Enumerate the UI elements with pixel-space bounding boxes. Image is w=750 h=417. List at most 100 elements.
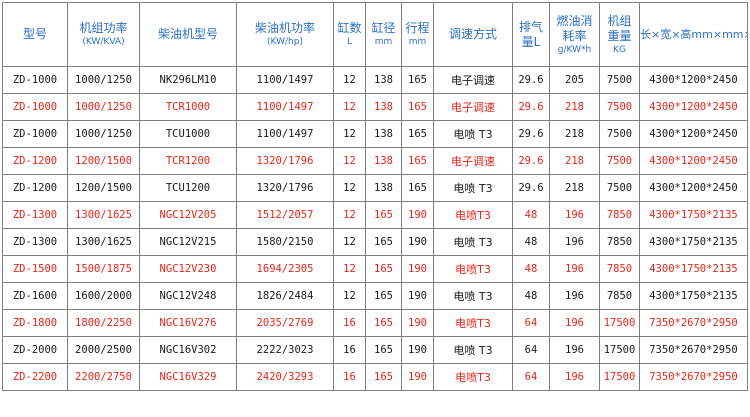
cell-model: ZD-1500 (2, 255, 68, 283)
cell-engine-power: 1580/2150 (236, 228, 334, 256)
cell-engine-model: NGC16V302 (139, 336, 237, 364)
cell-dimensions: 4300*1750*2135 (639, 282, 748, 310)
cell-cylinders: 12 (333, 201, 366, 229)
cell-stroke: 190 (401, 309, 434, 337)
cell-engine-power: 1694/2305 (236, 255, 334, 283)
header-engine-power-unit: (KW/hp) (267, 37, 303, 47)
table-row: ZD-1600 1600/2000 NGC12V248 1826/2484 12 165 1… (2, 282, 748, 310)
cell-dimensions: 4300*1750*2135 (639, 255, 748, 283)
cell-bore: 165 (365, 309, 402, 337)
cell-stroke: 165 (401, 66, 434, 94)
cell-model: ZD-2200 (2, 363, 68, 391)
cell-fuel-consumption: 196 (549, 336, 600, 364)
cell-bore: 138 (365, 120, 402, 148)
cell-unit-power: 1500/1875 (67, 255, 140, 283)
cell-displacement: 64 (512, 363, 550, 391)
cell-displacement: 29.6 (512, 120, 550, 148)
cell-stroke: 165 (401, 93, 434, 121)
cell-bore: 165 (365, 336, 402, 364)
cell-governor: 电喷 T3 (433, 120, 513, 148)
cell-engine-power: 2035/2769 (236, 309, 334, 337)
cell-bore: 138 (365, 93, 402, 121)
cell-governor: 电喷T3 (433, 309, 513, 337)
cell-displacement: 48 (512, 228, 550, 256)
cell-engine-model: TCR1000 (139, 93, 237, 121)
cell-stroke: 190 (401, 201, 434, 229)
cell-governor: 电喷T3 (433, 201, 513, 229)
cell-unit-power: 1200/1500 (67, 174, 140, 202)
cell-weight: 7500 (599, 147, 640, 175)
cell-model: ZD-1600 (2, 282, 68, 310)
cell-unit-power: 1600/2000 (67, 282, 140, 310)
cell-cylinders: 12 (333, 66, 366, 94)
cell-engine-power: 2420/3293 (236, 363, 334, 391)
cell-engine-model: NGC12V230 (139, 255, 237, 283)
header-engine-power: 柴油机功率 (KW/hp) (236, 2, 334, 67)
header-displacement-label: 排气 量L (518, 19, 543, 49)
cell-dimensions: 7350*2670*2950 (639, 336, 748, 364)
table-row: ZD-1500 1500/1875 NGC12V230 1694/2305 12 165 1… (2, 255, 748, 283)
cell-stroke: 165 (401, 147, 434, 175)
cell-cylinders: 12 (333, 93, 366, 121)
cell-model: ZD-1200 (2, 174, 68, 202)
cell-weight: 7850 (599, 282, 640, 310)
cell-engine-model: NK296LM10 (139, 66, 237, 94)
header-bore: 缸径 mm (365, 2, 402, 67)
cell-dimensions: 4300*1200*2450 (639, 120, 748, 148)
cell-model: ZD-1800 (2, 309, 68, 337)
cell-engine-power: 1826/2484 (236, 282, 334, 310)
cell-unit-power: 1000/1250 (67, 93, 140, 121)
cell-cylinders: 12 (333, 282, 366, 310)
spec-table: 型号 机组功率 (KW/KVA) 柴油机型号 柴油机功率 (KW/hp) 缸数 L 缸径 mm 行程… (2, 2, 748, 391)
cell-stroke: 190 (401, 363, 434, 391)
cell-engine-model: NGC12V248 (139, 282, 237, 310)
table-row: ZD-1300 1300/1625 NGC12V215 1580/2150 12 165 1… (2, 228, 748, 256)
cell-weight: 7850 (599, 255, 640, 283)
header-fuel-consumption: 燃油消 耗率 g/KW*h (549, 2, 600, 67)
table-row: ZD-1800 1800/2250 NGC16V276 2035/2769 16 165 1… (2, 309, 748, 337)
cell-displacement: 29.6 (512, 147, 550, 175)
header-engine-model-label: 柴油机型号 (157, 27, 218, 41)
cell-model: ZD-1300 (2, 201, 68, 229)
cell-engine-model: NGC16V329 (139, 363, 237, 391)
cell-bore: 165 (365, 363, 402, 391)
cell-cylinders: 12 (333, 174, 366, 202)
cell-stroke: 190 (401, 228, 434, 256)
cell-weight: 7500 (599, 120, 640, 148)
cell-fuel-consumption: 218 (549, 174, 600, 202)
cell-weight: 7500 (599, 174, 640, 202)
header-stroke: 行程 mm (401, 2, 434, 67)
cell-fuel-consumption: 196 (549, 255, 600, 283)
header-model: 型号 (2, 2, 68, 67)
header-fuel-consumption-unit: g/KW*h (557, 44, 592, 55)
cell-governor: 电喷 T3 (433, 336, 513, 364)
table-row: ZD-1000 1000/1250 NK296LM10 1100/1497 12 138 1… (2, 66, 748, 94)
cell-unit-power: 2200/2750 (67, 363, 140, 391)
cell-governor: 电喷 T3 (433, 228, 513, 256)
cell-stroke: 165 (401, 120, 434, 148)
cell-dimensions: 4300*1750*2135 (639, 201, 748, 229)
table-row: ZD-1000 1000/1250 TCR1000 1100/1497 12 138 165… (2, 93, 748, 121)
header-weight-label: 机组 重量 (607, 13, 632, 43)
header-dimensions-label: 长×宽×高mm×mm×mm (640, 28, 747, 41)
cell-unit-power: 1200/1500 (67, 147, 140, 175)
header-weight-unit: KG (613, 44, 626, 55)
cell-weight: 17500 (599, 336, 640, 364)
cell-bore: 138 (365, 174, 402, 202)
cell-dimensions: 7350*2670*2950 (639, 363, 748, 391)
table-row: ZD-1200 1200/1500 TCU1200 1320/1796 12 138 165… (2, 174, 748, 202)
cell-governor: 电喷T3 (433, 255, 513, 283)
cell-bore: 165 (365, 255, 402, 283)
cell-bore: 138 (365, 147, 402, 175)
cell-engine-model: NGC12V205 (139, 201, 237, 229)
cell-fuel-consumption: 218 (549, 120, 600, 148)
cell-governor: 电喷T3 (433, 363, 513, 391)
cell-dimensions: 7350*2670*2950 (639, 309, 748, 337)
cell-engine-power: 1100/1497 (236, 66, 334, 94)
header-model-label: 型号 (22, 27, 47, 41)
cell-stroke: 165 (401, 174, 434, 202)
cell-dimensions: 4300*1200*2450 (639, 174, 748, 202)
header-displacement: 排气 量L (512, 2, 550, 67)
cell-fuel-consumption: 196 (549, 363, 600, 391)
cell-unit-power: 1800/2250 (67, 309, 140, 337)
